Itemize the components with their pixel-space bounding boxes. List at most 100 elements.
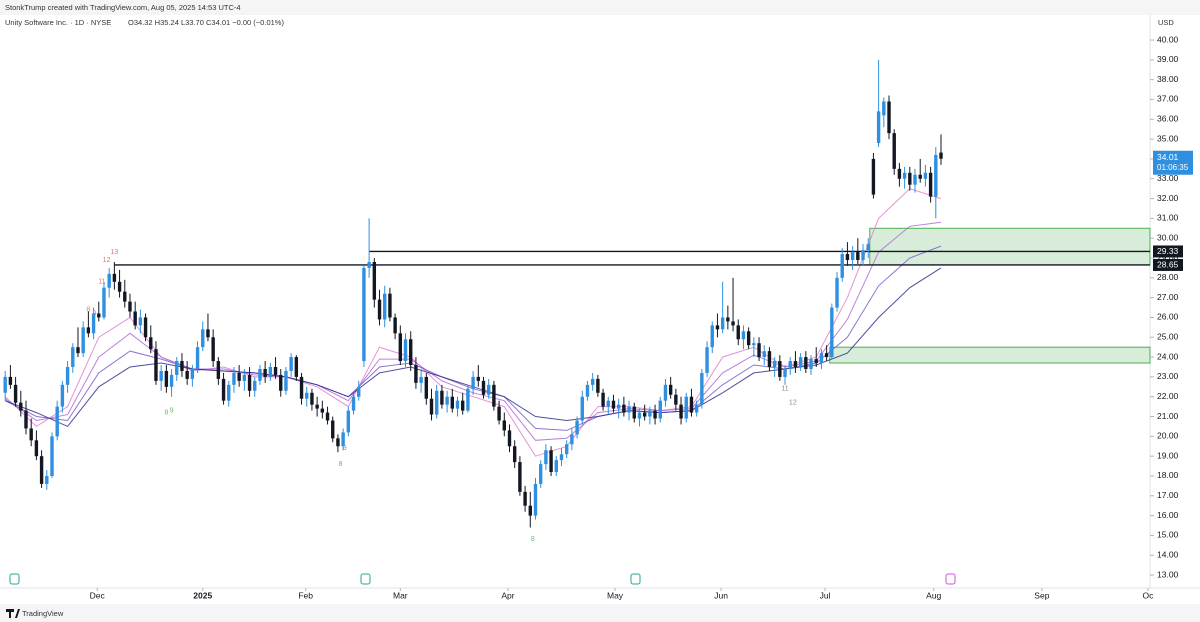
candle-body <box>102 287 106 318</box>
candle-body <box>81 327 85 354</box>
credit: StonkTrump created with TradingView.com,… <box>5 3 241 12</box>
candle-body <box>310 392 314 405</box>
candle-body <box>357 386 361 397</box>
candle-body <box>746 331 751 346</box>
candle-body <box>559 454 564 461</box>
candle-body <box>648 410 652 417</box>
x-tick-label: 2025 <box>193 590 212 600</box>
candle-body <box>331 420 335 439</box>
candle-body <box>762 351 766 358</box>
candle-body <box>882 101 886 116</box>
candle-body <box>372 261 377 300</box>
candle-body <box>440 390 444 405</box>
candle-body <box>435 390 439 415</box>
y-tick-label: 18.00 <box>1157 470 1179 480</box>
earnings-marker[interactable] <box>9 573 20 585</box>
candle-body <box>107 273 111 288</box>
candle-body <box>29 428 33 441</box>
candle-body <box>3 376 7 393</box>
candle-body <box>180 361 184 371</box>
x-tick-label: Dec <box>90 590 106 600</box>
y-tick-label: 35.00 <box>1157 133 1179 143</box>
y-tick-label: 21.00 <box>1157 411 1179 421</box>
candle-body <box>383 293 387 320</box>
candle-body <box>674 394 678 405</box>
candle-body <box>242 374 247 381</box>
candle-body <box>112 273 117 282</box>
candle-body <box>481 380 486 395</box>
earnings-marker[interactable] <box>945 573 956 585</box>
candle-body <box>86 327 91 334</box>
candle-body <box>341 432 345 447</box>
candle-body <box>814 359 818 364</box>
candle-body <box>409 339 413 366</box>
candle-body <box>461 400 465 411</box>
candle-body <box>892 133 896 169</box>
y-tick-label: 36.00 <box>1157 114 1179 124</box>
y-tick-label: 16.00 <box>1157 510 1179 520</box>
candle-body <box>471 376 475 389</box>
candle-body <box>455 400 460 409</box>
candle-body <box>679 404 683 419</box>
candle-body <box>845 254 850 260</box>
candle-body <box>585 384 590 397</box>
candle-body <box>767 351 772 367</box>
candle-body <box>8 376 13 385</box>
candle-body <box>294 357 299 377</box>
x-tick-label: Sep <box>1034 590 1049 600</box>
level-label-box <box>1153 258 1183 271</box>
candle-body <box>97 313 101 318</box>
candle-body <box>211 337 215 362</box>
earnings-marker[interactable] <box>360 573 371 585</box>
tradingview-logo <box>6 609 20 618</box>
candle-body <box>268 366 273 377</box>
candle-body <box>694 404 699 413</box>
candle-body <box>388 293 392 318</box>
earnings-marker[interactable] <box>630 573 641 585</box>
candle-body <box>128 301 132 312</box>
annotation: 8 <box>86 306 90 313</box>
candle-body <box>19 402 23 411</box>
candle-body <box>622 404 626 413</box>
candle-body <box>65 366 70 385</box>
credit-bar <box>0 0 1200 15</box>
level-label-box <box>1153 245 1183 258</box>
candle-body <box>305 392 309 399</box>
y-tick-label: 33.00 <box>1157 173 1179 183</box>
candle-body <box>928 172 933 197</box>
candle-body <box>544 450 548 465</box>
candle-body <box>60 384 65 407</box>
candle-body <box>913 174 917 185</box>
candle-body <box>923 172 928 179</box>
annotation: 12 <box>103 257 111 264</box>
annotation: 8 <box>164 409 168 416</box>
candle-body <box>663 384 668 401</box>
candle-body <box>325 412 330 421</box>
candle-body <box>856 252 860 260</box>
candle-body <box>258 368 262 381</box>
candle-body <box>596 378 600 393</box>
candle-body <box>918 174 922 179</box>
candle-body <box>653 410 657 419</box>
candle-body <box>804 357 808 369</box>
candle-body <box>564 444 569 455</box>
candle-body <box>736 325 740 340</box>
candle-body <box>658 400 662 419</box>
annotation: 8 <box>531 536 535 543</box>
candle-body <box>549 450 553 473</box>
candle-body <box>788 361 792 369</box>
candle-body <box>190 368 195 379</box>
x-tick-label: May <box>607 590 624 600</box>
y-tick-label: 26.00 <box>1157 312 1179 322</box>
candle-body <box>492 384 496 407</box>
candle-body <box>175 361 179 375</box>
candle-body <box>705 347 709 373</box>
candle-body <box>632 406 636 419</box>
candle-body <box>518 462 522 492</box>
candle-body <box>908 172 912 185</box>
candle-body <box>263 368 267 377</box>
candle-body <box>606 400 610 407</box>
candle-body <box>637 412 642 419</box>
footer-bar <box>0 604 1200 622</box>
